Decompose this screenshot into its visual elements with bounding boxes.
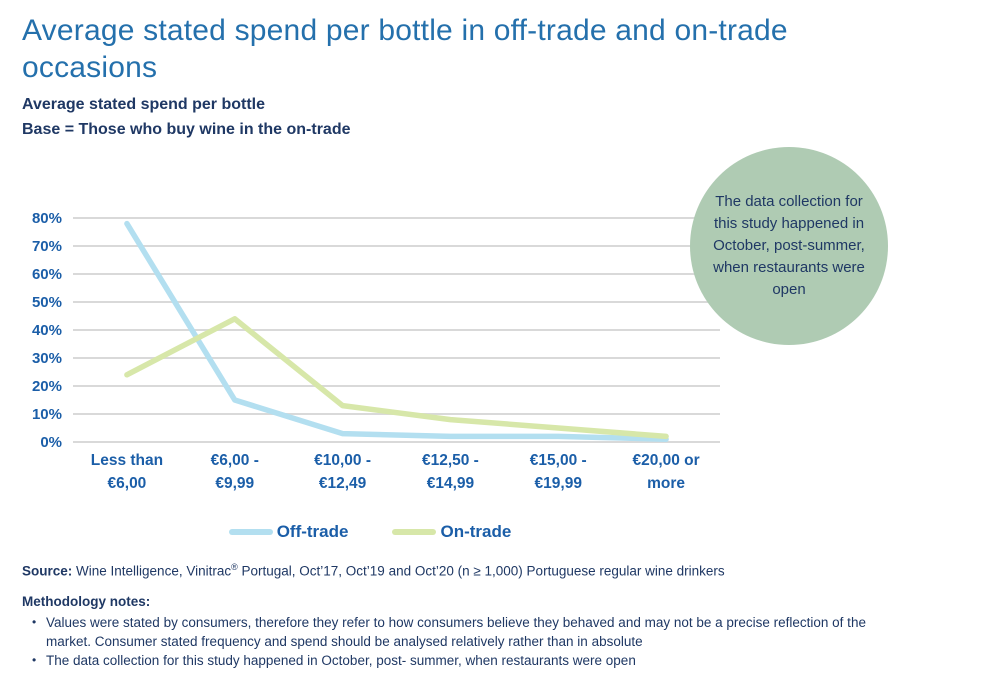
y-axis-tick-label: 40% [32,322,62,339]
legend-line-swatch [228,529,273,535]
methodology-bullet-2: • The data collection for this study hap… [22,651,962,670]
y-axis-tick-label: 0% [40,434,62,451]
annotation-circle: The data collection for this study happe… [690,147,888,345]
legend-item-on-trade: On-trade [392,522,511,542]
y-axis-tick-label: 10% [32,406,62,423]
x-axis-tick-label: €6,00 - [211,452,259,469]
source-text-post: Portugal, Oct’17, Oct’19 and Oct’20 (n ≥… [237,563,725,579]
x-axis-tick-label: €14,99 [427,475,475,492]
methodology-heading: Methodology notes: [22,594,151,609]
series-line-off-trade [124,220,669,442]
x-axis-tick-label: €19,99 [535,475,583,492]
y-axis-tick-label: 50% [32,294,62,311]
methodology-bullet-1: • Values were stated by consumers, there… [22,613,962,651]
registered-trademark-icon: ® [231,562,238,572]
legend-label: Off-trade [276,522,349,541]
x-axis-tick-label: €6,00 [108,475,147,492]
annotation-circle-text: The data collection for this study happe… [713,193,865,298]
bullet-icon: • [32,615,37,629]
spend-chart-svg: 0% 10% 20% 30% 40% 50% 60% 70% 80% Less than €6,00… [32,210,720,492]
y-axis-tick-label: 60% [32,266,62,283]
page-title: Average stated spend per bottle in off-t… [22,14,788,84]
legend-label: On-trade [440,522,512,541]
subtitle-base: Base = Those who buy wine in the on-trad… [22,121,351,138]
x-axis-tick-label: €12,50 - [422,452,479,469]
y-axis-tick-label: 20% [32,378,62,395]
source-text-pre: Wine Intelligence, Vinitrac [72,563,232,579]
y-axis-tick-label: 30% [32,350,62,367]
source-label: Source: [22,563,73,579]
spend-line-chart: 0% 10% 20% 30% 40% 50% 60% 70% 80% Less than €6,00… [0,195,740,500]
y-axis-tick-label: 70% [32,238,62,255]
x-axis-tick-label: €15,00 - [530,452,587,469]
bullet-icon: • [32,653,37,667]
x-axis-tick-label: €20,00 or [632,452,699,469]
x-axis-tick-label: €12,49 [319,475,367,492]
source-note: Source: Wine Intelligence, Vinitrac® Por… [22,562,725,579]
chart-subtitle: Average stated spend per bottle Base = T… [22,92,351,142]
y-axis-tick-label: 80% [32,210,62,227]
x-axis-tick-label: Less than [91,452,163,469]
chart-legend: Off-trade On-trade [0,522,740,542]
subtitle-measure: Average stated spend per bottle [22,96,266,113]
legend-line-swatch [392,529,437,535]
x-axis-tick-label: €9,99 [215,475,254,492]
methodology-notes: Methodology notes: • Values were stated … [22,594,962,670]
x-axis-tick-label: more [647,475,685,492]
legend-item-off-trade: Off-trade [228,522,349,542]
x-axis-tick-label: €10,00 - [314,452,371,469]
series-line-on-trade [124,316,669,440]
